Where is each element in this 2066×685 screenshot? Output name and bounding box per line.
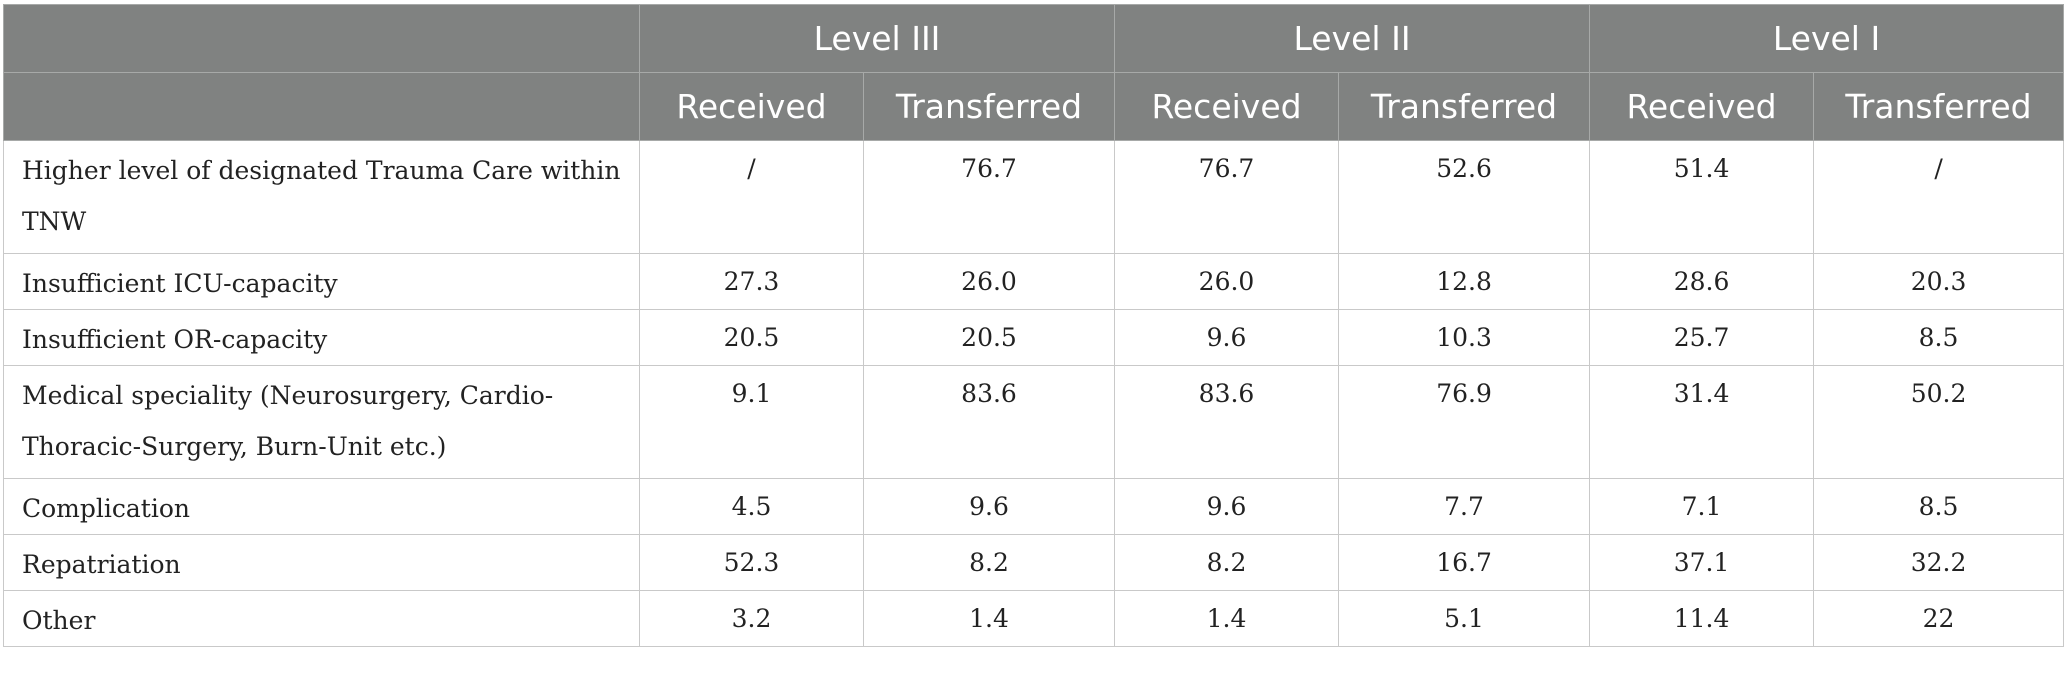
table-cell: 9.6 [1114,478,1340,535]
table-cell: 76.7 [862,140,1116,254]
table-cell: 3.2 [639,590,864,647]
table-cell: 16.7 [1338,534,1591,591]
row-label: Complication [3,478,640,535]
table-row: Higher level of designated Trauma Care w… [3,140,2065,254]
table-cell: 28.6 [1589,253,1815,310]
table-cell: 26.0 [862,253,1116,310]
table-cell: 76.9 [1338,365,1591,479]
data-table: Level III Level II Level I Received Tran… [3,4,2065,647]
row-label: Other [3,590,640,647]
header-corner [3,4,640,73]
table-cell: 26.0 [1114,253,1340,310]
row-label: Medical speciality (Neurosurgery, Cardio… [3,365,640,479]
subheader-row: Received Transferred Received Transferre… [3,72,2065,141]
table-cell: 52.6 [1338,140,1591,254]
table-cell: 12.8 [1338,253,1591,310]
table-cell: 32.2 [1813,534,2065,591]
subheader-cell: Received [1589,72,1815,141]
table-cell: 11.4 [1589,590,1815,647]
table-cell: 50.2 [1813,365,2065,479]
table-cell: 7.7 [1338,478,1591,535]
table-row: Other 3.2 1.4 1.4 5.1 11.4 22 [3,590,2065,647]
table-cell: 8.2 [1114,534,1340,591]
table-cell: 22 [1813,590,2065,647]
subheader-corner [3,72,640,141]
table-cell: 52.3 [639,534,864,591]
table-cell: 1.4 [1114,590,1340,647]
table-row: Repatriation 52.3 8.2 8.2 16.7 37.1 32.2 [3,534,2065,591]
table-cell: 27.3 [639,253,864,310]
table-row: Insufficient ICU-capacity 27.3 26.0 26.0… [3,253,2065,310]
table-cell: 8.5 [1813,309,2065,366]
table-cell: 37.1 [1589,534,1815,591]
table-cell: 9.1 [639,365,864,479]
subheader-cell: Transferred [1813,72,2065,141]
table-cell: 9.6 [862,478,1116,535]
group-header-level-ii: Level II [1114,4,1591,73]
table-cell: 10.3 [1338,309,1591,366]
table-cell: 1.4 [862,590,1116,647]
row-label: Insufficient ICU-capacity [3,253,640,310]
subheader-cell: Transferred [862,72,1116,141]
table-cell: 8.2 [862,534,1116,591]
table-cell: 83.6 [1114,365,1340,479]
table-cell: 5.1 [1338,590,1591,647]
group-header-row: Level III Level II Level I [3,4,2065,73]
table-row: Medical speciality (Neurosurgery, Cardio… [3,365,2065,479]
subheader-cell: Received [1114,72,1340,141]
table-cell: / [639,140,864,254]
table-row: Insufficient OR-capacity 20.5 20.5 9.6 1… [3,309,2065,366]
table-cell: 7.1 [1589,478,1815,535]
table-cell: 4.5 [639,478,864,535]
table-cell: 31.4 [1589,365,1815,479]
table-cell: 9.6 [1114,309,1340,366]
table-cell: 25.7 [1589,309,1815,366]
table-cell: 51.4 [1589,140,1815,254]
row-label: Insufficient OR-capacity [3,309,640,366]
table-cell: 8.5 [1813,478,2065,535]
table-cell: 83.6 [862,365,1116,479]
subheader-cell: Received [639,72,864,141]
table-cell: 20.5 [862,309,1116,366]
table-cell: 20.3 [1813,253,2065,310]
row-label: Higher level of designated Trauma Care w… [3,140,640,254]
row-label: Repatriation [3,534,640,591]
table-row: Complication 4.5 9.6 9.6 7.7 7.1 8.5 [3,478,2065,535]
subheader-cell: Transferred [1338,72,1591,141]
table-cell: 76.7 [1114,140,1340,254]
table-cell: 20.5 [639,309,864,366]
group-header-level-i: Level I [1589,4,2065,73]
table-cell: / [1813,140,2065,254]
group-header-level-iii: Level III [638,4,1116,73]
